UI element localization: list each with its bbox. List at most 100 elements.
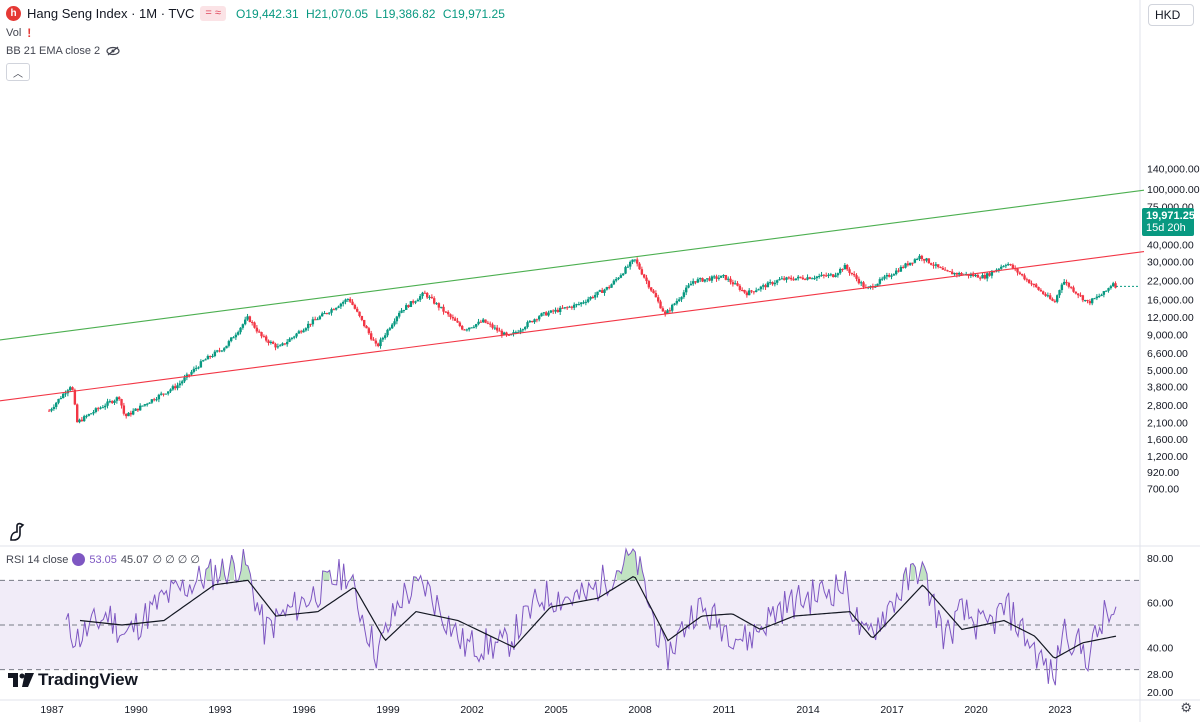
candle-body xyxy=(514,332,518,334)
symbol-icon[interactable]: h xyxy=(6,6,21,21)
candle-body xyxy=(297,331,301,334)
candle-body xyxy=(353,304,357,309)
candle-body xyxy=(323,313,326,315)
candle-body xyxy=(528,321,532,323)
tradingview-logo[interactable]: TradingView xyxy=(8,670,138,690)
candle-body xyxy=(913,259,917,263)
candle-body xyxy=(1030,283,1033,285)
candle-body xyxy=(876,283,879,287)
candle-body xyxy=(325,313,329,315)
candle-body xyxy=(661,308,665,312)
candle-body xyxy=(302,330,305,333)
last-price-tag: 19,971.25 15d 20h xyxy=(1142,208,1195,236)
rsi-tick-label: 80.00 xyxy=(1147,553,1173,565)
candle-body xyxy=(155,399,158,401)
y-tick-label: 6,600.00 xyxy=(1147,348,1188,360)
candle-body xyxy=(377,343,380,347)
candle-body xyxy=(125,413,128,417)
warning-icon[interactable]: ! xyxy=(27,26,32,40)
candle-body xyxy=(1046,295,1050,297)
candle-body xyxy=(689,283,693,286)
candle-body xyxy=(972,274,975,277)
candle-body xyxy=(533,319,536,323)
candle-body xyxy=(946,270,949,272)
candle-body xyxy=(482,319,485,323)
candle-body xyxy=(794,278,798,281)
y-tick-label: 9,000.00 xyxy=(1147,329,1188,341)
ohlc-values: O19,442.31 H21,070.05 L19,386.82 C19,971… xyxy=(236,7,509,21)
candle-body xyxy=(258,331,261,333)
candle-body xyxy=(458,322,462,327)
volume-label[interactable]: Vol xyxy=(6,27,22,39)
candle-body xyxy=(433,298,436,304)
candle-body xyxy=(146,403,149,405)
candle-body xyxy=(703,279,707,282)
currency-button[interactable]: HKD xyxy=(1148,4,1194,26)
candle-body xyxy=(1091,298,1094,304)
symbol-title[interactable]: Hang Seng Index · 1M · TVC xyxy=(27,6,195,21)
candle-body xyxy=(750,290,753,292)
candle-body xyxy=(454,318,457,321)
candle-body xyxy=(615,279,618,281)
candle-body xyxy=(59,398,63,400)
candle-body xyxy=(841,268,844,270)
candle-body xyxy=(939,266,942,268)
candle-body xyxy=(813,278,816,280)
candle-body xyxy=(1002,266,1005,268)
candle-body xyxy=(489,323,492,325)
collapse-legend-button[interactable]: ︿ xyxy=(6,63,30,81)
candle-body xyxy=(356,308,359,312)
candle-body xyxy=(55,402,58,407)
candle-body xyxy=(391,324,394,329)
candle-body xyxy=(836,273,840,276)
candle-body xyxy=(951,271,954,275)
rsi-settings-icon[interactable] xyxy=(72,553,86,566)
candle-body xyxy=(955,272,959,275)
candle-body xyxy=(328,312,331,314)
candle-body xyxy=(1025,279,1029,281)
candle-body xyxy=(566,307,569,309)
candle-body xyxy=(491,324,494,328)
candle-body xyxy=(785,277,788,280)
candle-body xyxy=(486,322,490,324)
candle-body xyxy=(1079,295,1082,297)
candle-body xyxy=(204,359,207,361)
rsi-label[interactable]: RSI 14 close xyxy=(6,553,69,566)
bb-indicator-row[interactable]: BB 21 EMA close 2 xyxy=(6,45,120,57)
candle-body xyxy=(521,329,525,331)
candle-body xyxy=(309,323,312,325)
candle-body xyxy=(101,407,105,409)
candle-body xyxy=(1053,300,1057,302)
candle-body xyxy=(741,289,744,291)
y-tick-label: 3,800.00 xyxy=(1147,382,1188,394)
chevron-up-icon: ︿ xyxy=(13,68,23,80)
candle-body xyxy=(762,285,765,287)
candle-body xyxy=(251,321,254,323)
bb-label[interactable]: BB 21 EMA close 2 xyxy=(6,45,101,57)
candle-body xyxy=(806,277,809,280)
gear-icon[interactable]: ⚙ xyxy=(1180,700,1192,715)
candle-body xyxy=(570,306,574,308)
y-tick-label: 16,000.00 xyxy=(1147,295,1194,307)
volume-indicator-row[interactable]: Vol ! xyxy=(6,26,31,40)
candle-body xyxy=(1063,281,1066,285)
candle-body xyxy=(820,274,823,277)
candle-body xyxy=(589,296,592,300)
candle-body xyxy=(426,292,429,298)
candle-body xyxy=(262,336,266,338)
candle-body xyxy=(799,276,802,278)
candle-body xyxy=(283,343,287,345)
candle-body xyxy=(97,408,100,410)
rsi-legend[interactable]: RSI 14 close 53.05 45.07 ∅ ∅ ∅ ∅ xyxy=(6,553,200,566)
candle-body xyxy=(612,280,616,285)
dinosaur-icon[interactable] xyxy=(8,522,30,545)
compare-chip[interactable]: = ≈ xyxy=(200,6,226,21)
eye-hidden-icon[interactable] xyxy=(106,46,120,56)
candle-body xyxy=(225,345,228,349)
candle-body xyxy=(545,312,548,316)
candle-body xyxy=(164,393,168,395)
candle-body xyxy=(419,296,422,300)
y-tick-label: 30,000.00 xyxy=(1147,257,1194,269)
tradingview-mark-icon xyxy=(8,673,34,687)
